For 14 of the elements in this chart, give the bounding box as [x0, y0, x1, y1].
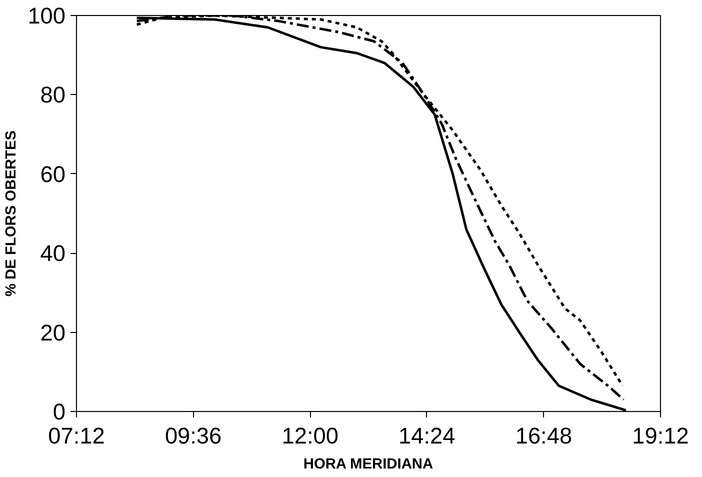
x-tick-label: 07:12 — [48, 422, 105, 448]
y-tick-label: 0 — [52, 398, 66, 424]
x-axis-title: HORA MERIDIANA — [303, 456, 434, 472]
y-tick-label: 40 — [40, 240, 66, 266]
y-tick-label: 20 — [40, 319, 66, 346]
x-tick-label: 09:36 — [164, 422, 222, 448]
y-tick-label: 60 — [40, 160, 66, 187]
x-tick-label: 16:48 — [515, 422, 572, 448]
x-tick-label: 14:24 — [398, 422, 456, 448]
y-tick-label: 80 — [40, 82, 66, 108]
y-axis-title: % DE FLORS OBERTES — [4, 130, 20, 297]
x-tick-label: 12:00 — [282, 422, 338, 448]
y-tick-label: 100 — [28, 2, 66, 28]
x-tick-label: 19:12 — [632, 422, 689, 448]
